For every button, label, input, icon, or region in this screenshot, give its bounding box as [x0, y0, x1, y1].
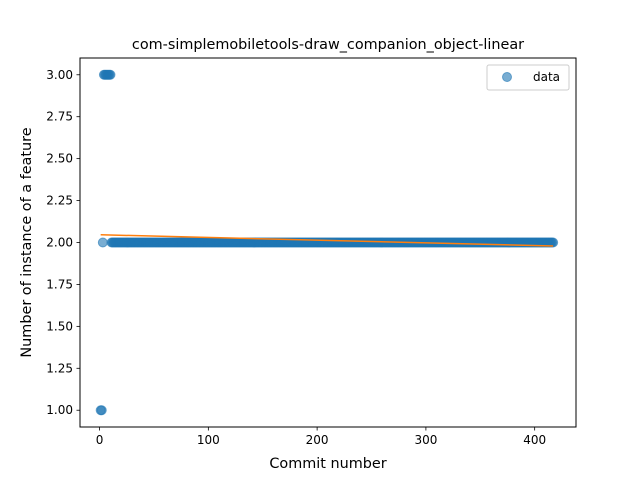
y-tick-label: 2.25 [46, 194, 73, 208]
data-point [97, 237, 108, 248]
y-tick-label: 2.00 [46, 236, 73, 250]
y-tick-label: 2.50 [46, 152, 73, 166]
legend-label: data [533, 70, 560, 84]
y-tick-label: 1.00 [46, 403, 73, 417]
y-tick-label: 1.50 [46, 319, 73, 333]
data-point [548, 237, 559, 248]
x-tick-label: 400 [523, 433, 546, 447]
x-tick-label: 0 [96, 433, 104, 447]
legend-marker [502, 72, 512, 82]
x-axis-label: Commit number [269, 456, 386, 472]
chart-title: com-simplemobiletools-draw_companion_obj… [132, 37, 524, 53]
data-point [96, 405, 107, 416]
y-tick-label: 1.75 [46, 277, 73, 291]
legend-box [486, 64, 570, 91]
x-tick-label: 200 [306, 433, 329, 447]
x-tick-label: 100 [197, 433, 220, 447]
trend-line [100, 234, 554, 247]
y-tick-label: 2.75 [46, 110, 73, 124]
data-point [105, 69, 116, 80]
y-axis-label: Number of instance of a feature [19, 127, 35, 357]
plot-lines [100, 234, 554, 247]
x-axis-ticks: 0 100 200 300 400 [96, 427, 546, 447]
y-axis-ticks: 1.00 1.25 1.50 1.75 2.00 2.25 2.50 2.75 3.00 [46, 68, 80, 417]
y-tick-label: 1.25 [46, 361, 73, 375]
legend: data [486, 64, 570, 91]
x-tick-label: 300 [414, 433, 437, 447]
y-tick-label: 3.00 [46, 68, 73, 82]
